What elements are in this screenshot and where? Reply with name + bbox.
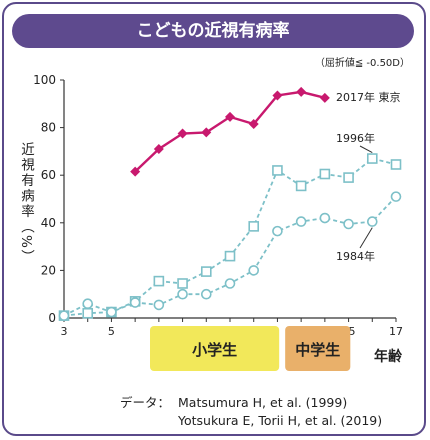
y-tick-label: 60: [41, 168, 56, 182]
data-point: [224, 278, 236, 289]
chart-title: こどもの近視有病率: [12, 14, 414, 48]
age-band-label: 小学生: [192, 341, 237, 359]
leader-line: [359, 145, 373, 153]
chart-subtitle: （屈折値≦ -0.50D）: [315, 56, 410, 69]
age-band: [285, 326, 351, 371]
data-point: [248, 265, 260, 276]
data-point: [82, 307, 94, 319]
age-band: [150, 326, 280, 371]
data-point: [319, 212, 331, 224]
data-point: [200, 288, 212, 300]
data-point: [129, 297, 141, 308]
data-point: [224, 250, 236, 262]
series-label: 1996年: [336, 131, 375, 145]
source-label: データ：: [120, 395, 171, 410]
x-tick-label: 17: [389, 325, 403, 338]
series-group: [58, 86, 402, 321]
y-tick-label: 100: [33, 73, 56, 87]
data-point: [248, 221, 260, 232]
data-point: [200, 266, 212, 277]
data-point: [319, 92, 330, 103]
data-point: [153, 299, 165, 311]
data-point: [201, 127, 212, 138]
y-axis-label: 近視有病率（%）: [18, 142, 35, 265]
data-point: [153, 275, 165, 287]
data-point: [295, 216, 307, 227]
data-point: [177, 288, 188, 300]
data-point: [366, 153, 378, 164]
data-point: [272, 165, 283, 176]
age-bands: 小学生 中学生: [150, 326, 351, 371]
data-point: [177, 278, 188, 289]
y-tick-label: 80: [41, 121, 56, 135]
x-tick-label: 3: [61, 325, 68, 338]
data-point: [272, 90, 283, 101]
data-point: [343, 172, 354, 183]
data-point: [58, 310, 70, 321]
data-point: [366, 216, 378, 227]
data-point: [319, 168, 331, 180]
series-label: 1984年: [336, 249, 375, 263]
data-point: [272, 225, 283, 237]
source-line-1: Matsumura H, et al. (1999): [178, 395, 348, 410]
y-tick-label: 20: [41, 263, 56, 277]
data-point: [106, 306, 117, 318]
series-labels: 2017年 東京 1996年 1984年: [336, 90, 401, 263]
x-tick-label: 5: [108, 325, 115, 338]
source-line-2: Yotsukura E, Torii H, et al. (2019): [178, 413, 383, 428]
age-band-label: 中学生: [295, 341, 340, 359]
series-line: [134, 90, 326, 173]
data-point: [177, 128, 188, 139]
data-point: [390, 191, 402, 202]
data-point: [130, 166, 141, 177]
data-point: [390, 159, 402, 170]
data-point: [82, 298, 94, 310]
data-point: [225, 111, 235, 122]
y-tick-label: 0: [48, 311, 56, 325]
data-point: [343, 218, 354, 230]
data-point: [248, 119, 259, 130]
data-point: [296, 86, 307, 97]
data-point: [153, 144, 164, 155]
data-source: データ： Matsumura H, et al. (1999) Yotsukura…: [120, 392, 382, 428]
series-label: 2017年 東京: [336, 90, 401, 104]
data-point: [295, 180, 307, 192]
y-tick-label: 40: [41, 216, 56, 230]
leader-line: [359, 227, 373, 249]
x-axis-label: 年齢: [374, 348, 403, 365]
